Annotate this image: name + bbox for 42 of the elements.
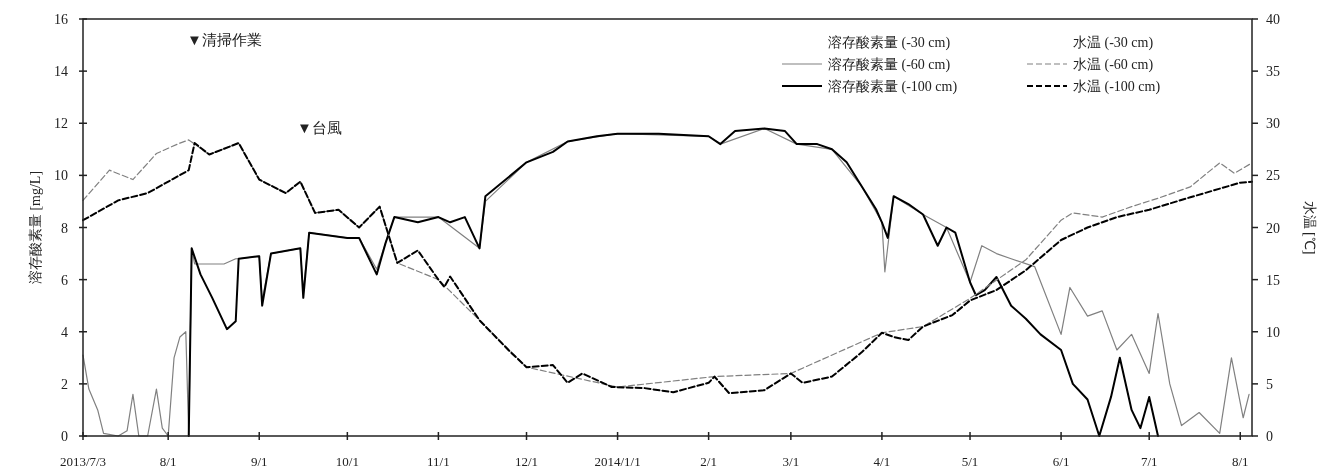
x-tick-label: 6/1 (1052, 454, 1070, 469)
y2-tick-label: 30 (1266, 116, 1280, 132)
y-tick-label: 0 (61, 429, 68, 444)
y2-tick-label: 40 (1266, 12, 1280, 27)
y-tick-label: 2 (61, 376, 68, 392)
x-tick-label: 12/1 (514, 454, 539, 469)
x-tick-label: 3/1 (782, 454, 800, 469)
legend-label: 水温 (-100 cm) (1073, 79, 1161, 95)
x-tick-label: 10/1 (335, 454, 359, 469)
x-tick-label: 5/1 (961, 454, 979, 469)
y-tick-label: 6 (61, 272, 68, 288)
y-tick-label: 10 (54, 168, 68, 184)
y-tick-label: 4 (61, 324, 68, 340)
y-axis-title: 溶存酸素量 [mg/L] (28, 170, 43, 285)
y2-tick-label: 5 (1266, 376, 1273, 392)
y-tick-label: 14 (54, 64, 68, 80)
legend-label: 溶存酸素量 (-100 cm) (828, 79, 958, 95)
y-tick-label: 16 (54, 12, 68, 27)
x-tick-label: 8/1 (159, 454, 177, 469)
legend-label: 水温 (-60 cm) (1073, 57, 1154, 73)
text: 水温 (-30 cm) (1073, 35, 1154, 50)
legend-label: 溶存酸素量 (-60 cm) (828, 57, 951, 73)
y2-axis-title: 水温 [℃] (1302, 200, 1317, 255)
x-tick-label: 4/1 (873, 454, 891, 469)
annotation: ▼台風 (297, 120, 342, 136)
y2-tick-label: 25 (1266, 168, 1280, 184)
y-tick-label: 8 (61, 220, 68, 236)
x-tick-label: 8/1 (1231, 454, 1249, 469)
text: 溶存酸素量 (-30 cm) (828, 35, 951, 50)
x-tick-label: 2013/7/3 (59, 454, 107, 469)
y2-tick-label: 20 (1266, 220, 1280, 236)
y2-tick-label: 35 (1266, 64, 1280, 80)
y2-tick-label: 0 (1266, 429, 1273, 444)
annotation: ▼清掃作業 (187, 32, 262, 48)
x-tick-label: 2014/1/1 (594, 454, 641, 469)
y-tick-label: 12 (54, 116, 68, 132)
y2-tick-label: 10 (1266, 324, 1280, 340)
x-tick-label: 11/1 (427, 454, 450, 469)
x-tick-label: 9/1 (250, 454, 268, 469)
x-tick-label: 2/1 (700, 454, 717, 469)
x-tick-label: 7/1 (1140, 454, 1158, 469)
y2-tick-label: 15 (1266, 272, 1280, 288)
